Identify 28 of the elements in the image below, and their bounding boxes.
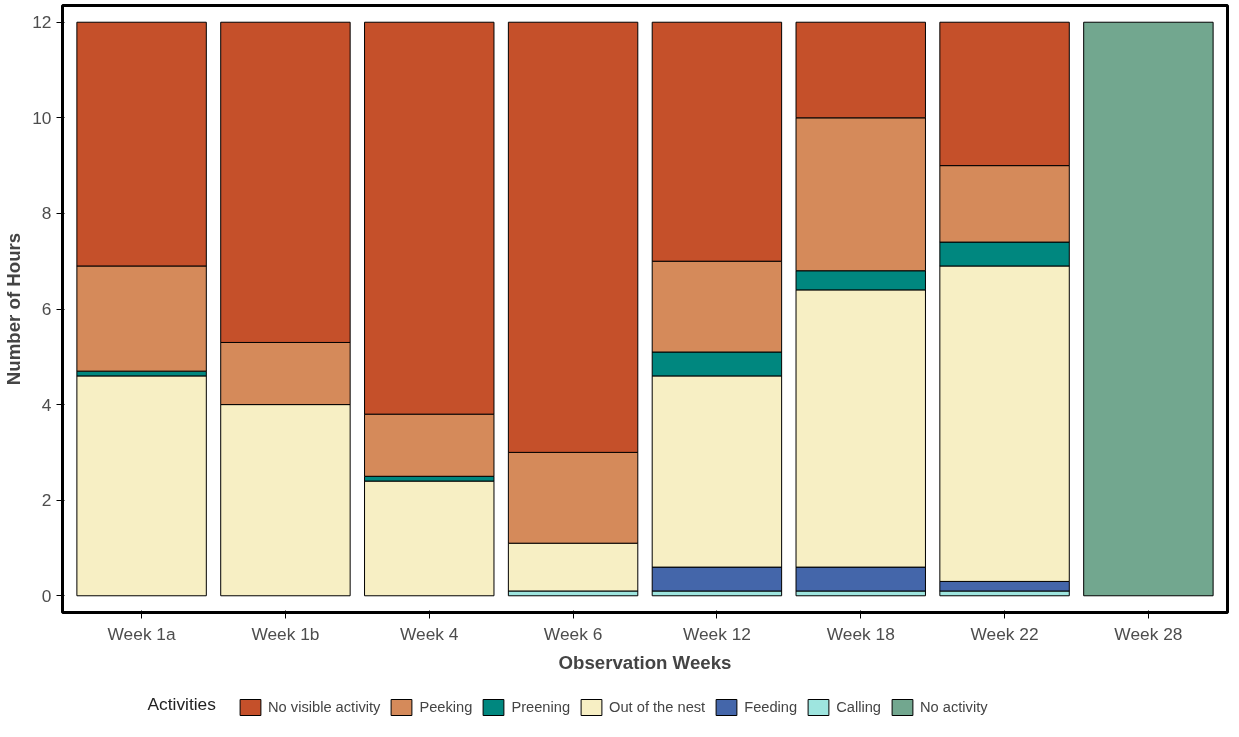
y-tick-label: 2 — [41, 490, 52, 511]
y-tick-label: 6 — [41, 299, 52, 319]
y-axis-title: Number of Hours — [3, 232, 25, 386]
bar — [1083, 21, 1214, 597]
x-tick-label: Week 6 — [543, 623, 603, 644]
y-tick-label: 4 — [41, 394, 52, 415]
y-tick-label: 12 — [32, 12, 52, 33]
x-tick-label: Week 1b — [251, 623, 320, 644]
y-tick-label: 8 — [41, 203, 52, 224]
legend-label: Out of the nest — [609, 699, 706, 715]
legend-label: Peeking — [419, 699, 473, 715]
bar — [364, 480, 495, 597]
legend-label: Preening — [511, 699, 571, 715]
legend-label: No activity — [919, 699, 988, 715]
x-tick-label: Week 12 — [682, 623, 751, 644]
y-tick-label: 10 — [32, 107, 52, 128]
x-tick-label: Week 1a — [107, 623, 176, 644]
x-tick-label: Week 4 — [400, 623, 459, 644]
x-axis-title: Observation Weeks — [558, 651, 732, 673]
bar — [76, 375, 207, 597]
legend-label: No visible activity — [268, 699, 381, 715]
legend-label: Feeding — [744, 699, 798, 715]
legend-title: Activities — [147, 693, 217, 714]
x-tick-label: Week 22 — [970, 623, 1039, 644]
x-tick-label: Week 28 — [1114, 623, 1183, 644]
legend-label: Calling — [836, 699, 881, 715]
x-tick-label: Week 18 — [826, 623, 895, 644]
y-tick-label: 0 — [41, 585, 52, 606]
